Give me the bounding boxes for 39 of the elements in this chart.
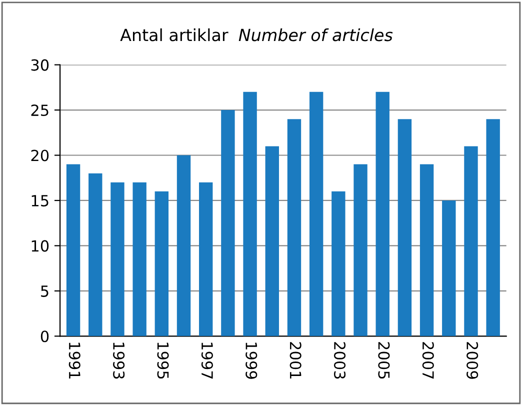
bar: [265, 146, 279, 336]
y-tick-label: 30: [31, 59, 49, 71]
x-tick-label: 1999: [246, 342, 258, 379]
bar: [66, 164, 80, 336]
x-tick-label: 2003: [334, 342, 346, 379]
bar: [132, 182, 146, 336]
bar: [420, 164, 434, 336]
bar: [398, 119, 412, 336]
bar: [88, 173, 102, 336]
y-tick-label: 10: [32, 240, 49, 252]
x-tick-label: 2009: [466, 342, 478, 379]
bar: [154, 191, 169, 336]
x-tick-label: 1995: [157, 342, 169, 379]
bar: [332, 191, 346, 336]
bar: [486, 119, 500, 336]
y-tick-label: 5: [41, 286, 48, 297]
chart-title: Antal artiklar: [120, 28, 228, 42]
bar: [243, 92, 257, 336]
x-tick-label: 2001: [290, 342, 302, 378]
x-tick-label: 1993: [113, 342, 125, 379]
bar: [110, 182, 124, 336]
x-tick-label: 1997: [201, 342, 213, 379]
bar: [287, 119, 302, 336]
bar: [442, 200, 456, 336]
y-tick-label: 20: [31, 150, 49, 162]
bar: [354, 164, 368, 336]
bar: [309, 92, 324, 336]
y-tick-label: 25: [31, 104, 48, 116]
y-tick-label: 15: [32, 195, 48, 206]
bar: [221, 110, 235, 336]
bar: [376, 92, 390, 336]
bar: [464, 146, 478, 336]
x-tick-label: 2005: [378, 342, 390, 379]
y-tick-label: 0: [40, 330, 49, 342]
x-tick-label: 2007: [422, 342, 434, 379]
chart-subtitle: Number of articles: [238, 28, 393, 42]
x-tick-label: 1991: [68, 342, 80, 378]
bar: [176, 155, 191, 336]
bar: [199, 182, 213, 336]
